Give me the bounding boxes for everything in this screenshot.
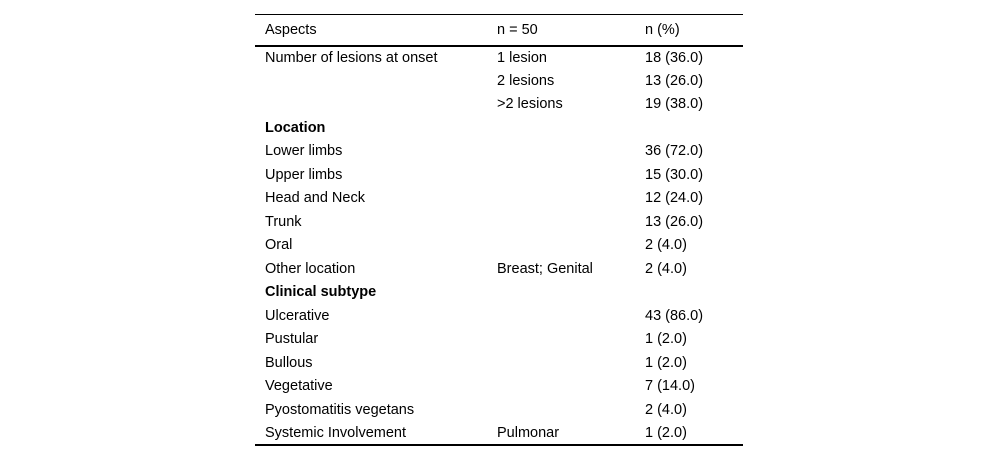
table-row: >2 lesions 19 (38.0) bbox=[255, 93, 743, 117]
cell-detail: 1 lesion bbox=[497, 49, 547, 66]
cell-detail bbox=[487, 163, 635, 187]
cell-aspect: Upper limbs bbox=[265, 166, 343, 183]
cell-detail bbox=[487, 328, 635, 352]
table-row: Systemic Involvement Pulmonar 1 (2.0) bbox=[255, 422, 743, 446]
table-row: Bullous 1 (2.0) bbox=[255, 351, 743, 375]
cell-detail bbox=[487, 304, 635, 328]
cell-value: 1 (2.0) bbox=[645, 424, 687, 441]
col-header-n-pct: n (%) bbox=[645, 21, 680, 38]
cell-aspect: Vegetative bbox=[265, 378, 333, 395]
cell-detail bbox=[487, 140, 635, 164]
table-row: Oral 2 (4.0) bbox=[255, 234, 743, 258]
cell-value: 1 (2.0) bbox=[645, 331, 687, 348]
table-body: Number of lesions at onset 1 lesion 18 (36… bbox=[255, 46, 743, 446]
table-row: 2 lesions 13 (26.0) bbox=[255, 69, 743, 93]
cell-aspect: Ulcerative bbox=[265, 307, 330, 324]
cell-aspect: Head and Neck bbox=[265, 190, 365, 207]
table-row: Other location Breast; Genital 2 (4.0) bbox=[255, 257, 743, 281]
cell-detail bbox=[487, 210, 635, 234]
cell-detail: >2 lesions bbox=[497, 96, 563, 113]
cell-aspect: Clinical subtype bbox=[265, 284, 377, 301]
cell-value: 43 (86.0) bbox=[645, 307, 704, 324]
cell-value: 12 (24.0) bbox=[645, 190, 704, 207]
table-row: Ulcerative 43 (86.0) bbox=[255, 304, 743, 328]
cell-detail bbox=[487, 116, 635, 140]
section-header-row: Location bbox=[255, 116, 743, 140]
cell-aspect: Number of lesions at onset bbox=[265, 49, 438, 66]
cell-aspect: Systemic Involvement bbox=[265, 424, 407, 441]
cell-value: 18 (36.0) bbox=[645, 49, 704, 66]
cell-detail bbox=[487, 281, 635, 305]
cell-value bbox=[635, 116, 743, 140]
cell-detail bbox=[487, 234, 635, 258]
header-row: Aspects n = 50 n (%) bbox=[255, 15, 743, 46]
col-header-aspects: Aspects bbox=[265, 21, 317, 38]
table-row: Head and Neck 12 (24.0) bbox=[255, 187, 743, 211]
table-row: Number of lesions at onset 1 lesion 18 (36… bbox=[255, 46, 743, 70]
cell-aspect: Oral bbox=[265, 237, 293, 254]
cell-aspect: Pyostomatitis vegetans bbox=[265, 401, 415, 418]
cell-aspect: Bullous bbox=[265, 354, 313, 371]
cell-detail: Breast; Genital bbox=[497, 260, 593, 277]
cell-value bbox=[635, 281, 743, 305]
cell-value: 1 (2.0) bbox=[645, 354, 687, 371]
cell-value: 2 (4.0) bbox=[645, 260, 687, 277]
cell-detail bbox=[487, 187, 635, 211]
cell-value: 15 (30.0) bbox=[645, 166, 704, 183]
table-row: Pustular 1 (2.0) bbox=[255, 328, 743, 352]
cell-value: 19 (38.0) bbox=[645, 96, 704, 113]
cell-detail bbox=[487, 375, 635, 399]
cell-aspect bbox=[255, 93, 487, 117]
table-row: Upper limbs 15 (30.0) bbox=[255, 163, 743, 187]
section-header-row: Clinical subtype bbox=[255, 281, 743, 305]
cell-aspect: Location bbox=[265, 119, 326, 136]
cell-aspect: Lower limbs bbox=[265, 143, 343, 160]
table-row: Vegetative 7 (14.0) bbox=[255, 375, 743, 399]
cell-detail: 2 lesions bbox=[497, 72, 555, 89]
col-header-n50: n = 50 bbox=[497, 21, 538, 38]
cell-detail bbox=[487, 351, 635, 375]
cell-value: 7 (14.0) bbox=[645, 378, 695, 395]
cell-detail: Pulmonar bbox=[497, 424, 560, 441]
cell-aspect bbox=[255, 69, 487, 93]
table-row: Trunk 13 (26.0) bbox=[255, 210, 743, 234]
cell-value: 13 (26.0) bbox=[645, 213, 704, 230]
table-row: Lower limbs 36 (72.0) bbox=[255, 140, 743, 164]
cell-aspect: Trunk bbox=[265, 213, 302, 230]
cell-aspect: Pustular bbox=[265, 331, 319, 348]
cell-detail bbox=[487, 398, 635, 422]
cell-aspect: Other location bbox=[265, 260, 356, 277]
cell-value: 13 (26.0) bbox=[645, 72, 704, 89]
cell-value: 2 (4.0) bbox=[645, 237, 687, 254]
cell-value: 2 (4.0) bbox=[645, 401, 687, 418]
cell-value: 36 (72.0) bbox=[645, 143, 704, 160]
table-row: Pyostomatitis vegetans 2 (4.0) bbox=[255, 398, 743, 422]
aspects-table: Aspects n = 50 n (%) Number of lesions a… bbox=[255, 14, 743, 446]
